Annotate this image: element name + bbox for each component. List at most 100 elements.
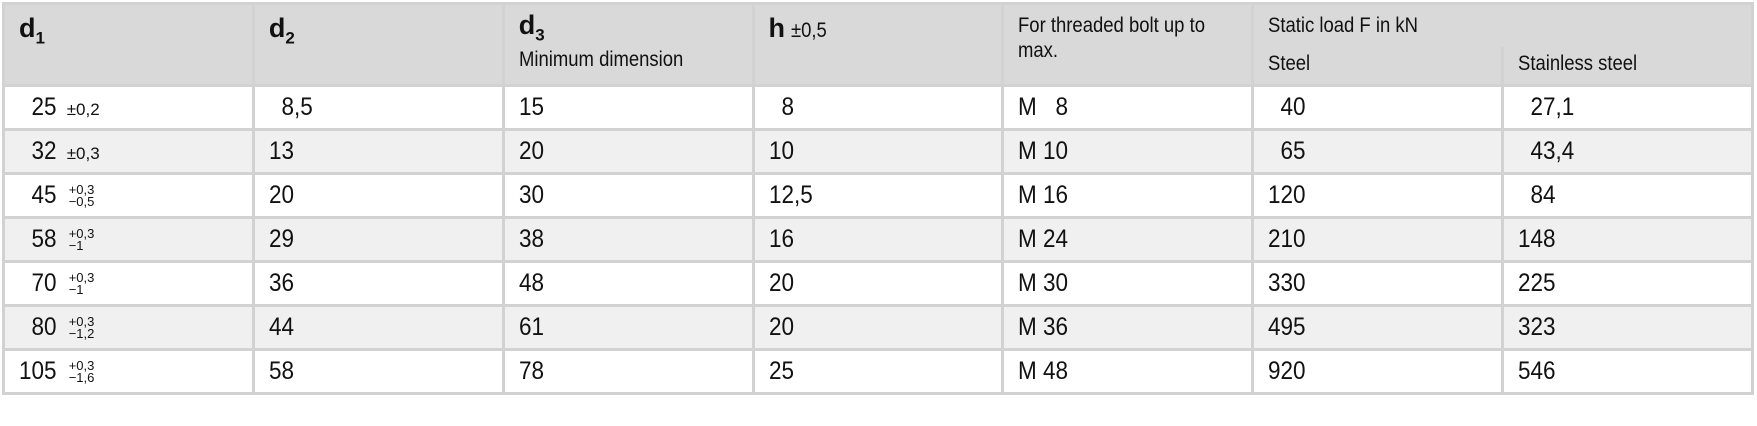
d2-value: 29 <box>268 225 294 253</box>
header-d2: d2 <box>251 2 505 87</box>
bolt-value: M 16 <box>1018 181 1069 209</box>
cell-d2: 13 <box>251 128 505 175</box>
header-bolt: For threaded bolt up to max. <box>1001 2 1255 87</box>
d1-tolerance-lower: −1 <box>68 282 84 298</box>
cell-d1: 80 +0,3 −1,2 <box>2 304 255 351</box>
index: 2 <box>285 28 295 48</box>
cell-d1: 32 ±0,3 <box>2 128 255 175</box>
d1-tolerance-lower: −1 <box>68 238 84 254</box>
cell-stainless: 546 <box>1501 348 1754 395</box>
symbol: d <box>268 13 286 43</box>
bolt-value: M 36 <box>1018 313 1069 341</box>
d1-tolerance-upper: +0,3 <box>68 182 95 198</box>
cell-d1: 45 +0,3 −0,5 <box>2 172 255 219</box>
d1-tolerance: ±0,2 <box>66 100 100 119</box>
stainless-value: 225 <box>1518 269 1556 297</box>
cell-h: 25 <box>751 348 1005 395</box>
stainless-value: 43,4 <box>1518 137 1575 165</box>
bolt-value: M 24 <box>1018 225 1069 253</box>
d2-value: 13 <box>268 137 294 165</box>
header-d3: d3 Minimum dimension <box>501 2 755 87</box>
cell-d3: 78 <box>501 348 755 395</box>
cell-d1: 25 ±0,2 <box>2 84 255 131</box>
cell-stainless: 148 <box>1501 216 1754 263</box>
cell-steel: 210 <box>1251 216 1505 263</box>
table-body: 25 ±0,2 8,5 15 8 M 8 40 27,1 32 ±0,3 13 20 10 M … <box>2 84 1754 395</box>
d1-tolerance: ±0,3 <box>66 144 100 163</box>
cell-d2: 44 <box>251 304 505 351</box>
cell-steel: 40 <box>1251 84 1505 131</box>
h-value: 25 <box>768 357 794 385</box>
d1-value: 58 <box>19 225 57 253</box>
cell-d2: 20 <box>251 172 505 219</box>
d1-value: 25 <box>19 93 57 121</box>
cell-steel: 920 <box>1251 348 1505 395</box>
d1-tolerance-upper: +0,3 <box>68 314 95 330</box>
d2-value: 20 <box>268 181 294 209</box>
header-bolt-label: For threaded bolt up to max. <box>1018 14 1206 62</box>
d1-tolerance-lower: −0,5 <box>68 194 95 210</box>
cell-d3: 30 <box>501 172 755 219</box>
cell-h: 10 <box>751 128 1005 175</box>
header-d3-note: Minimum dimension <box>518 48 684 72</box>
h-value: 10 <box>768 137 794 165</box>
cell-steel: 330 <box>1251 260 1505 307</box>
d2-value: 8,5 <box>268 93 313 121</box>
steel-value: 495 <box>1268 313 1306 341</box>
steel-value: 120 <box>1268 181 1306 209</box>
bolt-value: M 48 <box>1018 357 1069 385</box>
stainless-value: 148 <box>1518 225 1556 253</box>
cell-d1: 105 +0,3 −1,6 <box>2 348 255 395</box>
cell-steel: 65 <box>1251 128 1505 175</box>
header-stainless: Stainless steel <box>1501 47 1754 87</box>
index: 1 <box>35 28 45 48</box>
cell-bolt: M 10 <box>1001 128 1255 175</box>
symbol: h <box>768 13 786 43</box>
steel-value: 210 <box>1268 225 1306 253</box>
cell-steel: 120 <box>1251 172 1505 219</box>
symbol: d <box>518 10 536 40</box>
d1-tolerance-upper: +0,3 <box>68 358 95 374</box>
d3-value: 48 <box>518 269 544 297</box>
d2-value: 44 <box>268 313 294 341</box>
d2-value: 58 <box>268 357 294 385</box>
d3-value: 78 <box>518 357 544 385</box>
header-steel-label: Steel <box>1268 52 1311 75</box>
header-stainless-label: Stainless steel <box>1518 52 1638 75</box>
cell-bolt: M 48 <box>1001 348 1255 395</box>
cell-d3: 20 <box>501 128 755 175</box>
cell-d2: 58 <box>251 348 505 395</box>
stainless-value: 323 <box>1518 313 1556 341</box>
cell-d2: 29 <box>251 216 505 263</box>
header-static-load: Static load F in kN <box>1251 2 1754 47</box>
bolt-value: M 10 <box>1018 137 1069 165</box>
d3-value: 30 <box>518 181 544 209</box>
d1-tolerance: +0,3 −1,2 <box>68 314 95 340</box>
cell-d3: 38 <box>501 216 755 263</box>
stainless-value: 546 <box>1518 357 1556 385</box>
cell-h: 20 <box>751 304 1005 351</box>
table-row: 25 ±0,2 8,5 15 8 M 8 40 27,1 <box>2 84 1754 131</box>
specification-table: d1 d2 d3 Minimum dimension h ±0,5 For thre… <box>2 2 1754 395</box>
stainless-value: 27,1 <box>1518 93 1575 121</box>
d1-value: 32 <box>19 137 57 165</box>
bolt-value: M 8 <box>1018 93 1069 121</box>
d1-tolerance: +0,3 −1 <box>68 227 95 254</box>
cell-bolt: M 30 <box>1001 260 1255 307</box>
cell-d3: 15 <box>501 84 755 131</box>
cell-bolt: M 8 <box>1001 84 1255 131</box>
table-row: 80 +0,3 −1,2 44 61 20 M 36 495 323 <box>2 304 1754 351</box>
h-value: 8 <box>768 93 794 121</box>
d3-value: 61 <box>518 313 544 341</box>
index: 3 <box>535 25 545 45</box>
table-row: 45 +0,3 −0,5 20 30 12,5 M 16 120 84 <box>2 172 1754 219</box>
d1-value: 80 <box>19 313 57 341</box>
cell-d1: 70 +0,3 −1 <box>2 260 255 307</box>
cell-h: 8 <box>751 84 1005 131</box>
table-row: 32 ±0,3 13 20 10 M 10 65 43,4 <box>2 128 1754 175</box>
d1-value: 105 <box>19 357 57 385</box>
d2-value: 36 <box>268 269 294 297</box>
cell-bolt: M 16 <box>1001 172 1255 219</box>
cell-bolt: M 24 <box>1001 216 1255 263</box>
table-row: 58 +0,3 −1 29 38 16 M 24 210 148 <box>2 216 1754 263</box>
